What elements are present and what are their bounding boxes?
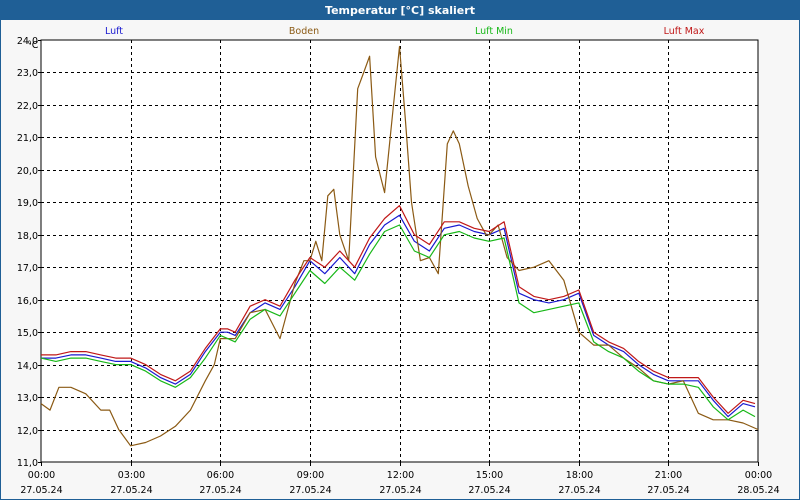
series-line-luft-max xyxy=(41,205,756,414)
y-tick-label: 13,0 xyxy=(17,393,38,404)
x-tick-time-label: 03:00 xyxy=(118,470,145,481)
series-line-luft xyxy=(41,214,756,418)
y-tick-label: 15,0 xyxy=(17,328,38,339)
series-line-boden xyxy=(40,45,759,447)
x-tick-time-label: 15:00 xyxy=(476,470,503,481)
x-tick-date-label: 27.05.24 xyxy=(647,485,689,496)
y-tick-label: 18,0 xyxy=(17,231,38,242)
y-tick-label: 11,0 xyxy=(17,458,38,469)
x-tick-time-label: 21:00 xyxy=(655,470,682,481)
x-tick-date-label: 27.05.24 xyxy=(558,485,600,496)
chart-title: Temperatur [°C] skaliert xyxy=(1,1,799,20)
legend-entry: Luft Max xyxy=(664,26,705,37)
y-tick-label: 24,0 xyxy=(17,36,38,47)
y-tick-label: 21,0 xyxy=(17,133,38,144)
x-tick-time-label: 12:00 xyxy=(387,470,414,481)
legend-entry: Luft Min xyxy=(475,26,513,37)
x-tick-date-label: 28.05.24 xyxy=(737,485,779,496)
y-tick-label: 22,0 xyxy=(17,101,38,112)
y-tick-label: 23,0 xyxy=(17,68,38,79)
x-tick-date-label: 27.05.24 xyxy=(468,485,510,496)
y-tick-label: 19,0 xyxy=(17,198,38,209)
y-tick-label: 16,0 xyxy=(17,296,38,307)
x-tick-date-label: 27.05.24 xyxy=(110,485,152,496)
y-tick-label: 20,0 xyxy=(17,166,38,177)
y-tick-label: 17,0 xyxy=(17,263,38,274)
y-axis-unit-label: °C xyxy=(27,40,39,51)
x-tick-date-label: 27.05.24 xyxy=(199,485,241,496)
x-tick-time-label: 06:00 xyxy=(207,470,234,481)
legend-entry: Boden xyxy=(289,26,319,37)
x-tick-time-label: 00:00 xyxy=(745,470,772,481)
y-tick-label: 14,0 xyxy=(17,361,38,372)
x-tick-time-label: 18:00 xyxy=(566,470,593,481)
x-tick-date-label: 27.05.24 xyxy=(289,485,331,496)
series-line-luft-min xyxy=(40,224,756,421)
x-tick-date-label: 27.05.24 xyxy=(20,485,62,496)
x-tick-time-label: 00:00 xyxy=(28,470,55,481)
legend-entry: Luft xyxy=(105,26,123,37)
y-tick-label: 12,0 xyxy=(17,426,38,437)
plot-area xyxy=(40,39,759,463)
x-tick-time-label: 09:00 xyxy=(297,470,324,481)
x-tick-date-label: 27.05.24 xyxy=(379,485,421,496)
